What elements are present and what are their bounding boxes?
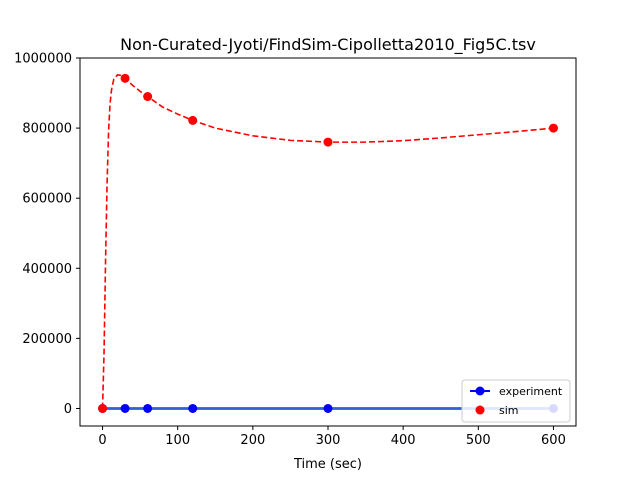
- x-axis-label: Time (sec): [293, 457, 362, 472]
- sim-point: [98, 403, 108, 413]
- y-tick-label: 400000: [22, 262, 72, 277]
- sim-point: [120, 73, 130, 83]
- y-tick-label: 200000: [22, 332, 72, 347]
- legend-label: sim: [499, 404, 519, 417]
- x-tick-label: 200: [240, 433, 265, 448]
- sim-point: [143, 92, 153, 102]
- experiment-point: [188, 403, 198, 413]
- y-tick-label: 0: [64, 402, 72, 417]
- x-tick-label: 600: [541, 433, 566, 448]
- x-tick-label: 500: [466, 433, 491, 448]
- sim-point: [323, 137, 333, 147]
- legend-marker: [475, 386, 485, 396]
- experiment-point: [143, 403, 153, 413]
- y-tick-label: 1000000: [14, 52, 72, 67]
- sim-point: [188, 115, 198, 125]
- experiment-point: [323, 403, 333, 413]
- y-tick-label: 800000: [22, 122, 72, 137]
- legend-marker: [475, 405, 485, 415]
- y-tick-label: 600000: [22, 192, 72, 207]
- x-tick-label: 100: [165, 433, 190, 448]
- legend-label: experiment: [499, 385, 563, 398]
- legend: experiment sim: [461, 379, 571, 423]
- x-tick-label: 0: [98, 433, 106, 448]
- sim-point: [548, 123, 558, 133]
- chart-title: Non-Curated-Jyoti/FindSim-Cipolletta2010…: [120, 35, 536, 55]
- plot-area: 0 100 200 300 400 500 600 0 200000 400000 600000 80…: [14, 52, 577, 448]
- experiment-point: [120, 403, 130, 413]
- x-tick-label: 400: [391, 433, 416, 448]
- x-tick-label: 300: [316, 433, 341, 448]
